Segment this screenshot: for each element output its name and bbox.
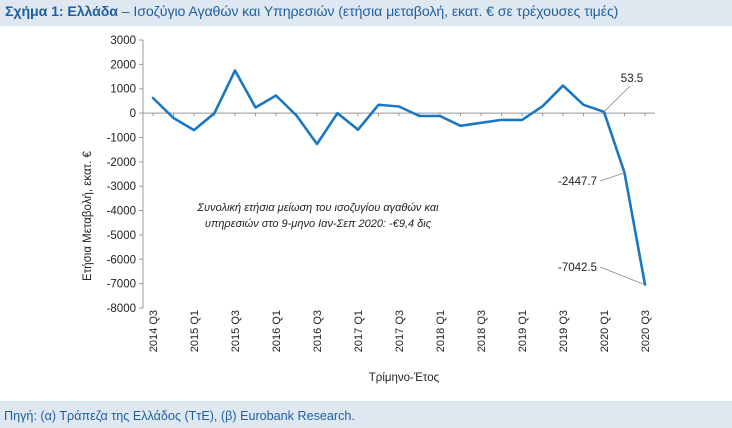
x-tick-label: 2014 Q3 bbox=[148, 310, 160, 352]
data-label: -7042.5 bbox=[558, 262, 597, 274]
leader-line bbox=[603, 85, 631, 113]
chart-title-bold: Σχήμα 1: Ελλάδα bbox=[5, 4, 118, 20]
x-tick-label: 2020 Q3 bbox=[640, 310, 652, 352]
y-tick-label: 3000 bbox=[110, 35, 136, 47]
y-tick-label: -3000 bbox=[107, 181, 136, 193]
x-tick-label: 2018 Q1 bbox=[435, 310, 447, 352]
x-tick-label: 2015 Q3 bbox=[230, 310, 242, 352]
chart-title: Σχήμα 1: Ελλάδα – Ισοζύγιο Αγαθών και Υπ… bbox=[5, 4, 729, 20]
x-tick-label: 2019 Q3 bbox=[558, 310, 570, 352]
leader-line bbox=[599, 172, 625, 182]
y-tick-label: -7000 bbox=[107, 279, 136, 291]
y-axis-label: Ετήσια Μεταβολή, εκατ. € bbox=[82, 150, 94, 280]
series-line bbox=[151, 69, 647, 287]
y-tick-label: -1000 bbox=[107, 132, 136, 144]
annotation-line-1: Συνολική ετήσια μείωση του ισοζυγίου αγα… bbox=[196, 202, 439, 214]
source-note: Πηγή: (α) Τράπεζα της Ελλάδος (ΤτΕ), (β)… bbox=[4, 409, 355, 423]
y-tick-label: 1000 bbox=[110, 84, 136, 96]
x-axis-label: Τρίμηνο-Έτος bbox=[369, 372, 440, 384]
y-tick-label: -2000 bbox=[107, 157, 136, 169]
x-tick-label: 2017 Q3 bbox=[394, 310, 406, 352]
annotation-line-2: υπηρεσιών στο 9-μηνο Ιαν-Σεπ 2020: -€9,4… bbox=[205, 218, 432, 230]
axes: 3000 2000 1000 0 -1000 -2000 -3000 -4000 -5000 -6… bbox=[107, 35, 655, 352]
x-tick-label: 2016 Q1 bbox=[271, 310, 283, 352]
chart-title-rest: – Ισοζύγιο Αγαθών και Υπηρεσιών (ετήσια … bbox=[117, 4, 619, 20]
x-tick-label: 2019 Q1 bbox=[517, 310, 529, 352]
y-tick-label: 0 bbox=[130, 108, 136, 120]
y-tick-label: -6000 bbox=[107, 254, 136, 266]
point-labels: 53.5 -2447.7 -7042.5 bbox=[558, 73, 646, 286]
x-tick-label: 2015 Q1 bbox=[189, 310, 201, 352]
data-label: 53.5 bbox=[621, 73, 643, 85]
x-tick-label: 2018 Q3 bbox=[476, 310, 488, 352]
y-tick-label: -5000 bbox=[107, 230, 136, 242]
leader-line bbox=[599, 266, 646, 286]
x-tick-label: 2017 Q1 bbox=[353, 310, 365, 352]
chart-panel bbox=[0, 26, 732, 401]
y-tick-label: -4000 bbox=[107, 206, 136, 218]
y-tick-label: -8000 bbox=[107, 303, 136, 315]
y-tick-label: 2000 bbox=[110, 59, 136, 71]
x-tick-label: 2020 Q1 bbox=[599, 310, 611, 352]
data-label: -2447.7 bbox=[558, 176, 597, 188]
x-tick-label: 2016 Q3 bbox=[312, 310, 324, 352]
line-chart: 3000 2000 1000 0 -1000 -2000 -3000 -4000 -5000 -6… bbox=[82, 35, 655, 384]
